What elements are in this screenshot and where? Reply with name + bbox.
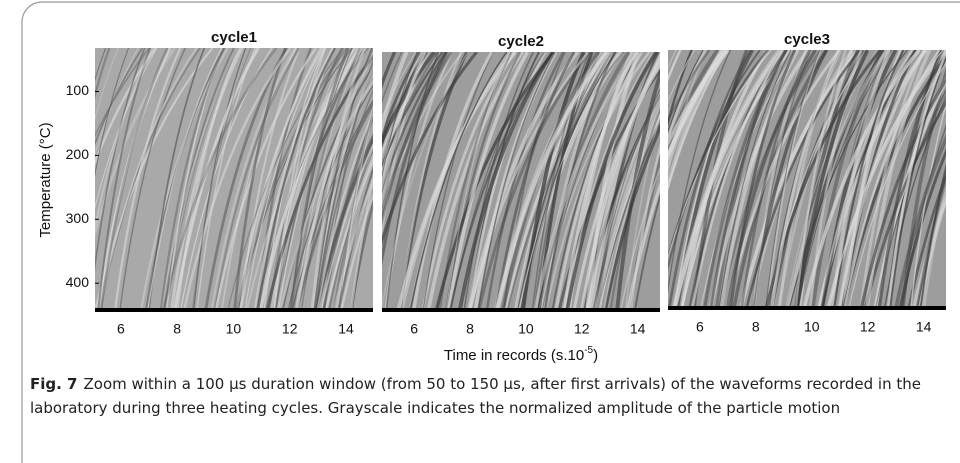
page: cycle1 6 8 10 12 14 100 200 300 400 Temperature (°… bbox=[0, 0, 960, 463]
x-tick-label: 8 bbox=[466, 321, 474, 337]
panel-title: cycle3 bbox=[784, 31, 830, 48]
y-tick-label: 200 bbox=[66, 146, 90, 162]
bottom-bar bbox=[95, 308, 373, 312]
image-panel bbox=[608, 50, 960, 310]
x-axis-label-part: ) bbox=[593, 347, 598, 364]
x-tick-label: 8 bbox=[752, 319, 760, 335]
bottom-bar bbox=[668, 306, 946, 310]
x-tick-label: 12 bbox=[860, 319, 876, 335]
image-panel bbox=[327, 52, 724, 312]
x-tick-label: 10 bbox=[804, 319, 820, 335]
y-axis-label: Temperature (°C) bbox=[37, 122, 54, 237]
x-tick-label: 12 bbox=[282, 321, 298, 337]
bottom-bar bbox=[382, 308, 660, 312]
x-axis-label-part: Time in records (s.10 bbox=[444, 347, 584, 364]
x-tick-label: 6 bbox=[696, 319, 704, 335]
panel-title: cycle1 bbox=[211, 29, 257, 46]
x-tick-label: 14 bbox=[916, 319, 932, 335]
x-tick-label: 14 bbox=[338, 321, 354, 337]
x-tick-label: 12 bbox=[574, 321, 590, 337]
y-tick-label: 400 bbox=[66, 274, 90, 290]
y-tick-label: 100 bbox=[66, 82, 90, 98]
x-tick-label: 10 bbox=[226, 321, 242, 337]
caption-text: Zoom within a 100 µs duration window (fr… bbox=[30, 375, 921, 417]
x-tick-label: 6 bbox=[410, 321, 418, 337]
x-tick-label: 8 bbox=[173, 321, 181, 337]
panel-title: cycle2 bbox=[498, 33, 544, 50]
x-tick-label: 6 bbox=[117, 321, 125, 337]
x-tick-label: 10 bbox=[518, 321, 534, 337]
x-axis-label: Time in records (s.10-5) bbox=[444, 345, 598, 364]
y-tick-label: 300 bbox=[66, 210, 90, 226]
caption-label: Fig. 7 bbox=[30, 375, 77, 393]
x-tick-label: 14 bbox=[630, 321, 646, 337]
